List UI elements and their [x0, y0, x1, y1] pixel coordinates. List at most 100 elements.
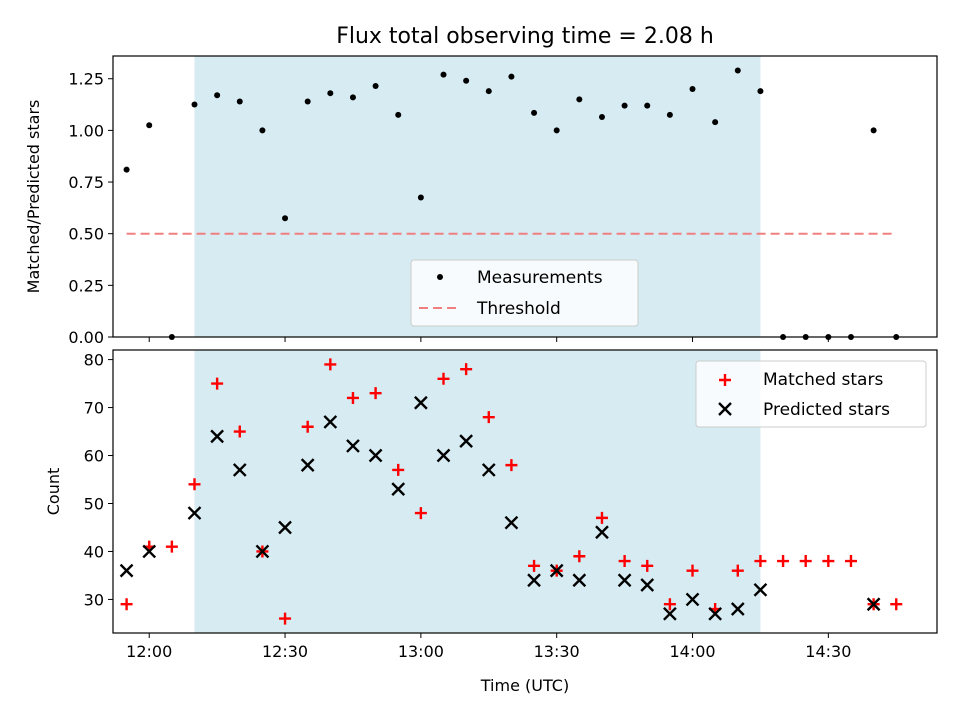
top-legend-box — [410, 259, 639, 327]
bottom-axes-frame — [112, 349, 938, 634]
matched-star-point — [844, 555, 857, 568]
top-axes-frame — [112, 55, 938, 338]
matched-star-point — [392, 463, 405, 476]
predicted-star-point — [504, 515, 519, 530]
y-tick-label: 70 — [84, 399, 104, 418]
x-tick-label: 12:30 — [262, 642, 308, 661]
bottom-x-ticks: 12:00 12:30 13:00 13:30 14:00 14:30 — [126, 633, 851, 661]
x-tick-label: 14:30 — [805, 642, 851, 661]
measurement-point — [349, 94, 356, 101]
predicted-star-point — [142, 544, 157, 559]
chart-title: Flux total observing time = 2.08 h — [336, 24, 714, 49]
predicted-star-point — [459, 434, 473, 448]
measurement-point — [417, 194, 424, 201]
measurement-point — [395, 111, 402, 118]
legend-label-predicted: Predicted stars — [763, 400, 890, 420]
x-axis-label: Time (UTC) — [480, 676, 569, 695]
measurement-point — [734, 67, 741, 74]
matched-star-point — [233, 425, 246, 438]
y-tick-label: 80 — [84, 351, 104, 370]
predicted-star-point — [119, 563, 134, 578]
y-tick-label: 50 — [84, 494, 104, 513]
measurement-point — [666, 111, 673, 118]
y-tick-label: 30 — [84, 590, 104, 609]
matched-star-point — [754, 555, 767, 568]
predicted-star-point — [481, 463, 496, 477]
observing-window-shade-bottom — [194, 350, 761, 633]
measurement-point — [282, 215, 289, 222]
matched-star-point — [437, 372, 450, 385]
legend-plus-marker — [719, 374, 731, 386]
measurement-point — [191, 101, 198, 108]
predicted-star-point — [414, 395, 428, 410]
measurement-points — [123, 67, 900, 340]
matched-star-point — [686, 564, 699, 577]
y-tick-label: 0.00 — [68, 328, 104, 347]
predicted-star-point — [210, 429, 224, 444]
predicted-star-point — [572, 573, 587, 588]
measurement-point — [689, 86, 696, 93]
measurement-point — [372, 82, 379, 89]
predicted-star-point — [232, 463, 247, 477]
legend-label-measurements: Measurements — [477, 268, 603, 288]
bottom-legend: Matched stars Predicted stars — [695, 360, 927, 428]
matched-star-point — [777, 555, 790, 568]
bottom-legend-box — [695, 360, 927, 428]
predicted-star-point — [708, 606, 723, 621]
x-tick-label: 13:00 — [398, 642, 444, 661]
legend-label-matched: Matched stars — [763, 370, 883, 390]
matched-star-point — [120, 598, 133, 611]
measurement-point — [644, 102, 651, 109]
predicted-star-point — [527, 573, 541, 588]
predicted-star-point — [368, 448, 383, 463]
predicted-star-point — [640, 578, 655, 592]
matched-star-point — [279, 612, 292, 625]
matched-star-point — [663, 598, 676, 611]
y-tick-label: 1.25 — [68, 70, 104, 89]
bottom-y-ticks: 30 40 50 60 70 80 — [84, 351, 113, 609]
measurement-point — [259, 127, 266, 134]
measurement-point — [712, 119, 719, 126]
measurement-point — [508, 73, 515, 80]
measurement-point — [870, 127, 877, 134]
legend-marker-predicted — [718, 402, 732, 416]
bottom-panel: 30 40 50 60 70 80 12:00 12:30 13:00 13:30 14:00 14… — [44, 349, 938, 695]
y-tick-label: 0.75 — [68, 173, 104, 192]
predicted-star-point — [187, 506, 202, 520]
x-tick-label: 14:00 — [669, 642, 715, 661]
matched-star-point — [211, 377, 224, 390]
predicted-star-point — [300, 458, 315, 472]
matched-stars-points — [120, 358, 903, 625]
measurement-point — [304, 98, 311, 105]
top-legend: Measurements Threshold — [410, 259, 639, 327]
top-panel: 0.00 0.25 0.50 0.75 1.00 1.25 Flux total obse… — [24, 24, 938, 347]
predicted-stars-points — [119, 395, 881, 621]
measurement-point — [463, 77, 470, 84]
y-tick-label: 1.00 — [68, 121, 104, 140]
measurement-point — [576, 96, 583, 103]
y-tick-label: 0.50 — [68, 225, 104, 244]
measurement-point — [531, 109, 538, 116]
matched-star-point — [641, 559, 654, 572]
predicted-star-point — [617, 573, 632, 588]
legend-x-marker — [718, 402, 732, 416]
top-x-tick-marks — [148, 337, 829, 342]
matched-star-point — [188, 478, 201, 491]
matched-star-point — [618, 555, 631, 568]
x-tick-label: 13:30 — [534, 642, 580, 661]
legend-marker-measurements — [437, 274, 443, 280]
matched-star-point — [528, 559, 541, 572]
measurement-point — [146, 122, 153, 129]
matched-star-point — [890, 598, 903, 611]
measurement-point — [440, 71, 447, 78]
matched-star-point — [482, 411, 495, 424]
predicted-star-point — [663, 606, 677, 621]
matched-star-point — [324, 358, 337, 371]
matched-star-point — [165, 540, 178, 553]
measurement-point — [757, 88, 764, 95]
predicted-star-point — [323, 415, 338, 429]
measurement-point — [123, 166, 130, 173]
measurement-point — [621, 102, 628, 109]
measurement-point — [485, 88, 492, 95]
predicted-star-point — [595, 525, 609, 540]
